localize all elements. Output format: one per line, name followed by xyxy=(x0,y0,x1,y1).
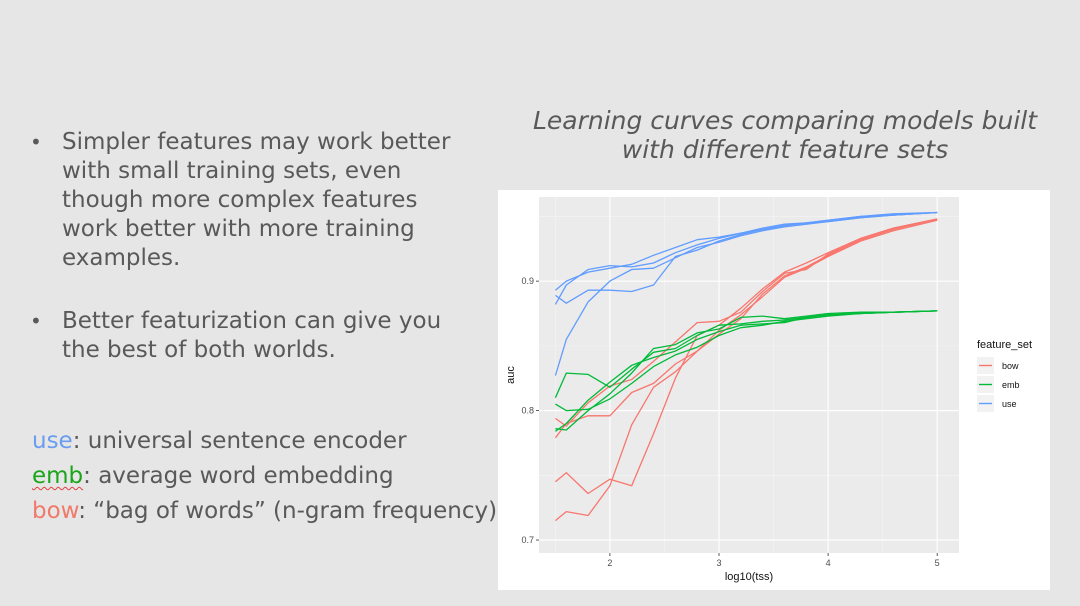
key-desc: average word embedding xyxy=(90,463,394,489)
series-line-emb xyxy=(555,310,938,431)
y-tick-label: 0.8 xyxy=(521,406,534,416)
legend-title: feature_set xyxy=(977,339,1032,351)
series-line-use xyxy=(554,211,938,305)
bullet-text: Simpler features may work better with sm… xyxy=(62,129,451,271)
chart-title: Learning curves comparing models built w… xyxy=(532,106,1038,164)
bullet-glyph: • xyxy=(30,309,42,333)
key-desc: universal sentence encoder xyxy=(80,428,407,454)
x-tick-label: 2 xyxy=(607,558,612,568)
series-line-emb xyxy=(555,310,938,412)
legend-label-bow: bow xyxy=(1002,361,1019,371)
y-tick-label: 0.9 xyxy=(521,276,534,286)
x-tick-label: 3 xyxy=(716,558,721,568)
key-line-bow: bow: “bag of words” (n-gram frequency) xyxy=(32,494,502,529)
bullet-item: • Better featurization can give you the … xyxy=(30,307,470,365)
x-tick-label: 5 xyxy=(935,558,940,568)
series-line-bow xyxy=(554,218,938,439)
key-term: emb xyxy=(32,463,84,489)
x-axis-title: log10(tss) xyxy=(725,571,773,583)
bullet-list: • Simpler features may work better with … xyxy=(30,128,470,399)
key-sep: : xyxy=(78,498,86,524)
y-tick-label: 0.7 xyxy=(521,535,534,545)
key-line-use: use: universal sentence encoder xyxy=(32,424,502,459)
y-axis-title: auc xyxy=(505,366,517,384)
series-line-use xyxy=(554,211,938,376)
series-line-bow xyxy=(555,218,938,427)
key-term: use xyxy=(32,428,73,454)
legend-label-emb: emb xyxy=(1002,380,1020,390)
legend-label-use: use xyxy=(1002,399,1017,409)
bullet-item: • Simpler features may work better with … xyxy=(30,128,470,273)
series-line-bow xyxy=(554,219,938,522)
key-desc: “bag of words” (n-gram frequency) xyxy=(85,498,498,524)
plot-panel xyxy=(539,197,959,553)
key-sep: : xyxy=(83,463,91,489)
key-term: bow xyxy=(32,498,79,524)
key-line-emb: emb: average word embedding xyxy=(32,459,502,494)
bullet-text: Better featurization can give you the be… xyxy=(62,308,442,363)
bullet-glyph: • xyxy=(30,130,42,154)
key-sep: : xyxy=(72,428,81,454)
feature-key: use: universal sentence encoder emb: ave… xyxy=(32,424,502,529)
x-tick-label: 4 xyxy=(826,558,831,568)
learning-curve-chart: 0.7 0.8 0.9 2 3 4 5 log10(tss) auc feature_setbow… xyxy=(505,197,1032,583)
series-line-emb xyxy=(555,310,938,432)
